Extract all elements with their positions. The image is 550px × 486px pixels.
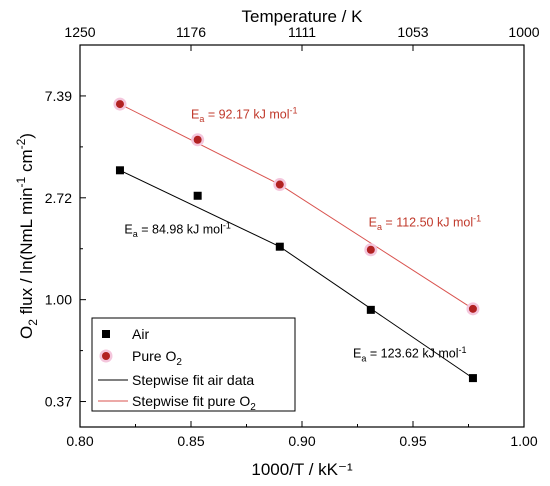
- top-tick-label: 1000: [508, 24, 539, 40]
- air-data-point: [193, 191, 202, 200]
- air-data-point: [115, 166, 124, 175]
- activation-energy-annotation: Ea = 92.17 kJ mol-1: [191, 106, 298, 125]
- top-axis-label: Temperature / K: [242, 7, 364, 26]
- legend: Air Pure O2 Stepwise fit air data Stepwise …: [91, 317, 296, 413]
- pure-o2-data-point: [115, 100, 124, 109]
- legend-pure-o2-label: Pure O2: [132, 348, 182, 368]
- x-tick-label: 1.00: [510, 433, 537, 449]
- activation-energy-annotation: Ea = 123.62 kJ mol-1: [353, 345, 466, 364]
- top-tick-label: 1053: [397, 24, 428, 40]
- y-tick-label: 0.37: [45, 394, 72, 410]
- legend-pure-o2-marker: [102, 352, 110, 360]
- x-tick-label: 0.95: [399, 433, 426, 449]
- top-tick-label: 1250: [64, 24, 95, 40]
- y-tick-label: 2.72: [45, 190, 72, 206]
- legend-air-label: Air: [132, 326, 149, 342]
- annotations: Ea = 92.17 kJ mol-1 Ea = 84.98 kJ mol-1 Ea…: [124, 106, 481, 364]
- x-tick-label: 0.90: [288, 433, 315, 449]
- x-axis-label: 1000/T / kK⁻¹: [251, 460, 353, 479]
- x-tick-label: 0.80: [66, 433, 93, 449]
- air-data-point: [468, 374, 477, 383]
- activation-energy-annotation: Ea = 112.50 kJ mol-1: [369, 214, 482, 233]
- legend-air-marker: [102, 330, 110, 338]
- marks: [113, 97, 480, 383]
- y-tick-label: 1.00: [45, 292, 72, 308]
- legend-fit-o2-label: Stepwise fit pure O2: [132, 393, 256, 413]
- pure-o2-data-point: [275, 180, 284, 189]
- air-data-point: [366, 305, 375, 314]
- legend-box: [91, 317, 296, 412]
- top-tick-label: 1176: [176, 24, 206, 40]
- air-data-point: [275, 242, 284, 251]
- top-tick-label: 1111: [288, 24, 316, 40]
- pure-o2-data-point: [468, 304, 477, 313]
- axes: 0.80 0.85 0.90 0.95 1.00 1250 1176 1111 1053 1000…: [14, 7, 540, 479]
- y-tick-label: 7.39: [45, 88, 72, 104]
- legend-fit-air-label: Stepwise fit air data: [132, 372, 254, 388]
- x-tick-label: 0.85: [177, 433, 204, 449]
- y-axis-label: O2 flux / ln(NmL min-1 cm-2): [14, 133, 40, 339]
- activation-energy-annotation: Ea = 84.98 kJ mol-1: [124, 221, 230, 240]
- pure-o2-data-point: [193, 135, 202, 144]
- fit-line: [119, 103, 474, 310]
- pure-o2-data-point: [366, 245, 375, 254]
